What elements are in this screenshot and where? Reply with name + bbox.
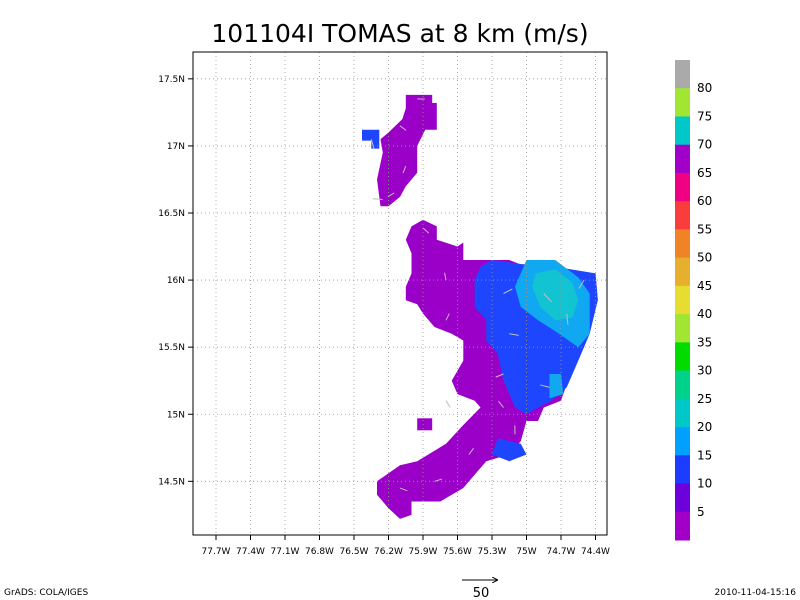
y-tick-label: 16.5N [158,209,185,219]
field-blue-tail [492,438,527,462]
colorbar-label: 55 [697,222,712,236]
grid-lines [193,52,607,535]
field-northern-cluster [377,94,437,207]
colorbar-swatch [675,342,690,372]
colorbar-label: 60 [697,194,712,208]
colorbar-label: 40 [697,307,712,321]
x-tick-label: 76.8W [305,547,334,557]
wind-vector [434,478,443,482]
y-axis-ticks: 17.5N 17N 16.5N 16N 15.5N 15N 14.5N [158,75,193,487]
colorbar-swatch [675,201,690,230]
colorbar: 5 10 15 20 25 30 35 40 45 50 55 60 65 70 75 80 [675,60,712,541]
field-small-island [417,418,433,431]
wind-speed-field [362,94,598,519]
wind-vector [370,139,375,149]
y-tick-label: 15N [167,410,185,420]
wind-vector [387,192,395,198]
x-tick-label: 76.2W [374,547,403,557]
y-tick-label: 17N [167,142,185,152]
x-tick-label: 75.9W [409,547,438,557]
wind-vector [372,198,383,201]
colorbar-label: 50 [697,251,712,265]
colorbar-swatch [675,88,690,117]
wind-vector [498,400,504,408]
wind-vector [445,400,451,408]
plot-frame [192,51,608,536]
colorbar-label: 20 [697,420,712,434]
colorbar-swatch [675,257,690,287]
colorbar-swatch [675,172,690,202]
reference-vector: 50 [462,580,497,600]
colorbar-swatch [675,60,690,89]
y-tick-label: 15.5N [158,343,185,353]
x-tick-label: 74.4W [581,547,610,557]
wind-vector [566,313,569,325]
wind-vector [543,293,552,303]
colorbar-label: 80 [697,81,712,95]
colorbar-label: 45 [697,279,712,293]
colorbar-label: 35 [697,335,712,349]
colorbar-label: 15 [697,448,712,462]
colorbar-swatch [675,455,690,485]
x-tick-label: 76.5W [340,547,369,557]
wind-vector [468,447,474,455]
x-tick-label: 75W [516,547,536,557]
colorbar-label: 5 [697,505,705,519]
colorbar-swatch [675,370,690,400]
colorbar-swatch [675,116,690,146]
colorbar-swatch [675,314,690,343]
chart-title: 101104I TOMAS at 8 km (m/s) [211,19,588,48]
colorbar-label: 70 [697,138,712,152]
wind-vector [444,272,447,281]
colorbar-label: 75 [697,110,712,124]
y-tick-label: 14.5N [158,477,185,487]
x-tick-label: 77.7W [202,547,231,557]
colorbar-swatch [675,144,690,174]
colorbar-swatch [675,427,690,456]
colorbar-swatch [675,483,690,513]
footer-left: GrADS: COLA/IGES [4,588,88,598]
colorbar-swatch [675,229,690,259]
field-northern-blue [362,129,380,149]
colorbar-swatch [675,285,690,315]
x-tick-label: 75.3W [478,547,507,557]
wind-vector [578,279,585,289]
reference-vector-label: 50 [473,586,490,600]
wind-vector [540,384,550,388]
y-tick-label: 16N [167,276,185,286]
colorbar-label: 65 [697,166,712,180]
wind-vector [399,125,407,131]
wind-vector [445,313,450,321]
y-tick-label: 17.5N [158,75,185,85]
x-tick-label: 77.4W [236,547,265,557]
wind-vector [422,227,430,234]
wind-vector [503,288,513,294]
colorbar-label: 25 [697,392,712,406]
colorbar-label: 30 [697,364,712,378]
x-tick-label: 74.7W [547,547,576,557]
wind-vector [509,333,519,336]
x-tick-label: 77.1W [271,547,300,557]
footer-right: 2010-11-04-15:16 [715,588,797,598]
colorbar-swatch [675,511,690,541]
x-tick-label: 75.6W [443,547,472,557]
wind-vector [399,487,408,492]
field-cyan-core [532,269,579,321]
field-light-blue-spot [549,374,564,399]
wind-vector [495,373,504,378]
wind-vector [402,165,407,174]
x-axis-ticks: 77.7W 77.4W 77.1W 76.8W 76.5W 76.2W 75.9W 75.6W… [202,535,610,557]
wind-vectors [370,98,585,492]
colorbar-swatch [675,398,690,428]
colorbar-label: 10 [697,477,712,491]
